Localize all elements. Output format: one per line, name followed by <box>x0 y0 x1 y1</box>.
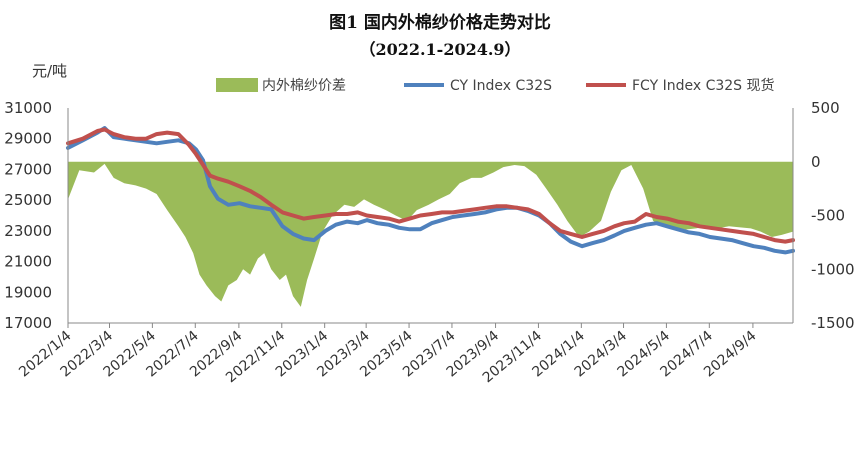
y2-tick-label: -1000 <box>811 260 855 278</box>
right-y-ticks: 500 0 -500 -1000 -1500 <box>811 99 855 332</box>
y-axis-unit-label: 元/吨 <box>32 62 67 80</box>
y-tick-label: 31000 <box>4 99 52 117</box>
y-tick-label: 25000 <box>4 191 52 209</box>
y-tick-label: 21000 <box>4 253 52 271</box>
price-lines-layer <box>66 126 795 255</box>
left-y-ticks: 31000 29000 27000 25000 23000 21000 19000 17000 <box>4 99 52 332</box>
legend-label-cy-index: CY Index C32S <box>450 78 552 94</box>
series-area-price-gap <box>68 161 793 307</box>
y2-tick-label: -1500 <box>811 314 855 332</box>
legend-label-fcy-index: FCY Index C32S 现货 <box>632 77 775 94</box>
y-tick-label: 23000 <box>4 222 52 240</box>
legend-swatch-price-gap <box>216 78 258 92</box>
x-ticks: 2022/1/42022/3/42022/5/42022/7/42022/9/4… <box>16 323 760 386</box>
chart-title: 图1 国内外棉纱价格走势对比 <box>329 12 551 33</box>
series-line-fcy-index <box>66 127 795 244</box>
y-tick-label: 19000 <box>4 283 52 301</box>
y2-tick-label: -500 <box>811 207 845 225</box>
y-tick-label: 17000 <box>4 314 52 332</box>
y2-tick-label: 0 <box>811 153 821 171</box>
legend-label-price-gap: 内外棉纱价差 <box>262 77 346 94</box>
axes-layer <box>67 108 794 324</box>
price-gap-area-layer <box>68 161 793 307</box>
y-tick-label: 29000 <box>4 130 52 148</box>
y2-tick-label: 500 <box>811 99 840 117</box>
chart-subtitle: （2022.1-2024.9） <box>359 40 520 59</box>
legend: 内外棉纱价差 CY Index C32S FCY Index C32S 现货 <box>216 77 775 94</box>
y-tick-label: 27000 <box>4 160 52 178</box>
